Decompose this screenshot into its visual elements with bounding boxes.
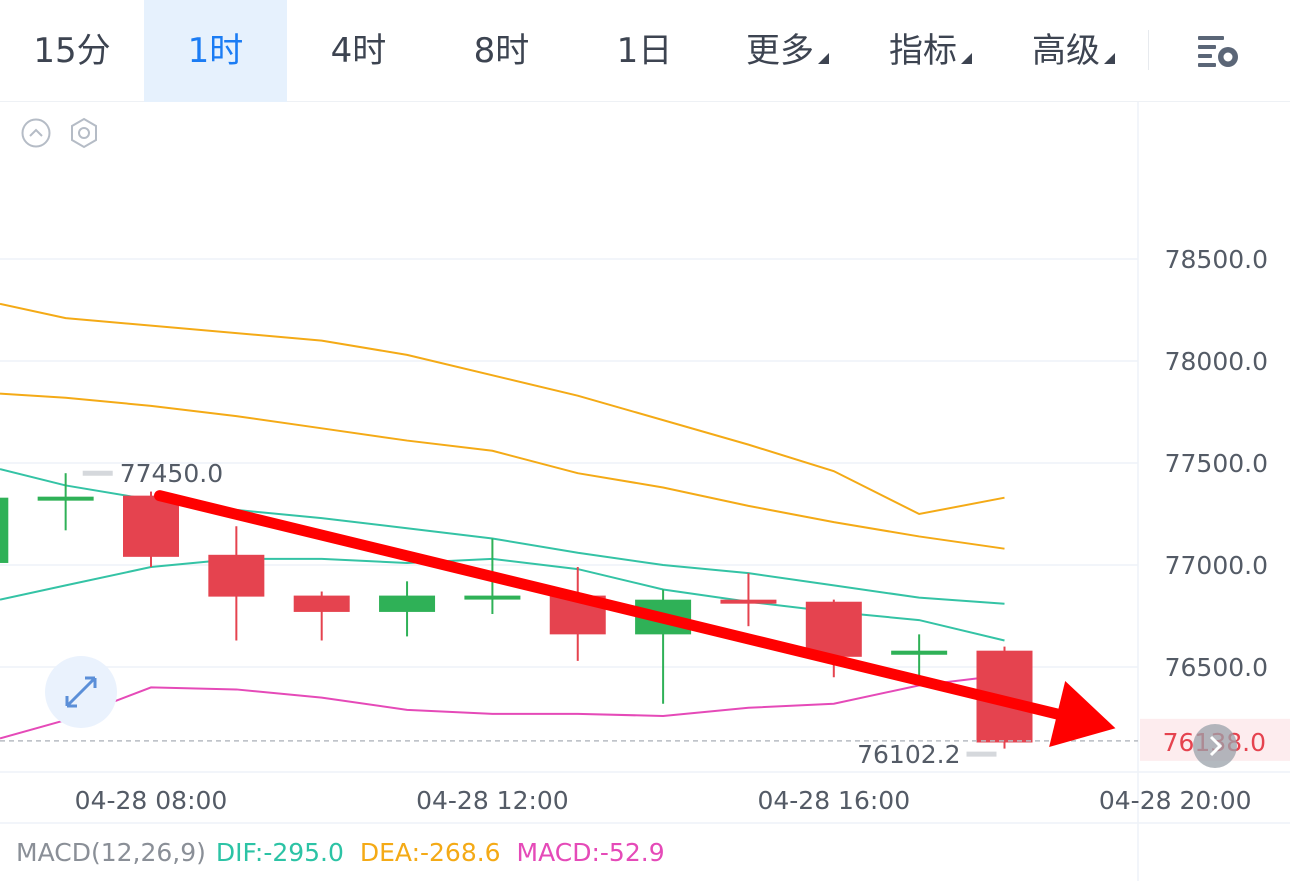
tab-more[interactable]: 更多 [716, 0, 859, 102]
tab-indicators[interactable]: 指标 [859, 0, 1002, 102]
candle-up [891, 650, 948, 655]
macd-dea: DEA:-268.6 [359, 838, 501, 867]
x-tick-label: 04-28 20:00 [1099, 786, 1252, 815]
timeframe-toolbar: 15分 1时 4时 8时 1日 更多 指标 高级 [0, 0, 1290, 102]
macd-dif: DIF:-295.0 [215, 838, 344, 867]
tab-advanced[interactable]: 高级 [1002, 0, 1145, 102]
toolbar-divider [1148, 30, 1149, 70]
trend-arrow-head [1049, 680, 1116, 748]
x-tick-label: 04-28 16:00 [757, 786, 910, 815]
dropdown-triangle-icon [1104, 53, 1115, 64]
macd-title: MACD(12,26,9) [16, 838, 206, 867]
chart-settings-icon[interactable] [1190, 30, 1240, 74]
tab-15m[interactable]: 15分 [33, 31, 111, 71]
dropdown-triangle-icon [961, 53, 972, 64]
y-tick-label: 78500.0 [1165, 245, 1268, 274]
chevron-up-circle-icon[interactable] [20, 117, 52, 149]
macd-value: MACD:-52.9 [516, 838, 665, 867]
candle-down [293, 595, 350, 612]
tab-8h[interactable]: 8时 [473, 31, 530, 71]
expand-arrows-icon[interactable] [45, 656, 117, 728]
tab-1d[interactable]: 1日 [616, 31, 673, 71]
x-tick-label: 04-28 12:00 [416, 786, 569, 815]
y-tick-label: 78000.0 [1165, 347, 1268, 376]
candle-up [464, 595, 521, 600]
candle-up [379, 595, 436, 612]
x-tick-label: 04-28 08:00 [75, 786, 228, 815]
indicator-line-boll_upper [0, 302, 1005, 516]
candle-up [37, 496, 94, 501]
candle-down [208, 554, 265, 597]
indicator-line-boll_mid [0, 392, 1005, 550]
candlestick-chart[interactable]: 78500.0 78000.0 77500.0 77000.0 76500.0 04-28… [0, 102, 1290, 881]
candle-down [805, 601, 862, 657]
y-tick-label: 76500.0 [1165, 653, 1268, 682]
chart-area[interactable]: 78500.0 78000.0 77500.0 77000.0 76500.0 04-28… [0, 102, 1290, 881]
high-marker-label: 77450.0 [120, 459, 223, 488]
hexagon-settings-icon[interactable] [67, 116, 101, 150]
trend-arrow-shaft [154, 490, 1063, 720]
macd-legend: MACD(12,26,9) DIF:-295.0 DEA:-268.6 MACD… [16, 838, 673, 867]
candle-down [123, 495, 179, 557]
y-tick-label: 77500.0 [1165, 449, 1268, 478]
chevron-right-circle-icon[interactable] [1193, 724, 1237, 768]
indicator-line-boll_lower [0, 674, 1005, 740]
dropdown-triangle-icon [818, 53, 829, 64]
candle-down [720, 599, 777, 604]
tab-4h[interactable]: 4时 [330, 31, 387, 71]
tab-1h[interactable]: 1时 [144, 0, 287, 102]
candle-up [0, 497, 9, 563]
low-marker-label: 76102.2 [857, 740, 960, 769]
y-tick-label: 77000.0 [1165, 551, 1268, 580]
